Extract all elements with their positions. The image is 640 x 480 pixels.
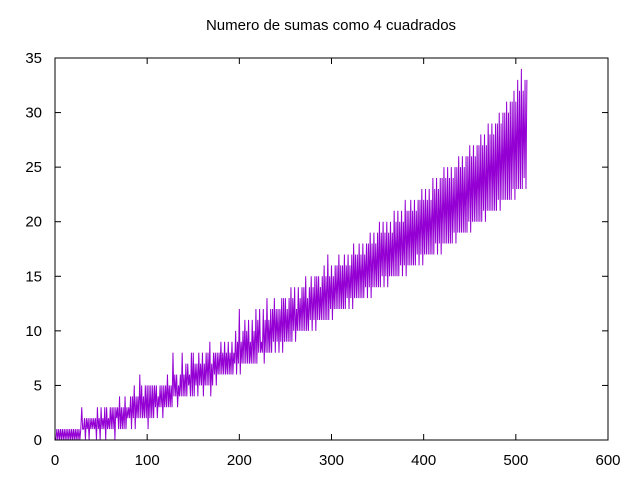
series-line-0 <box>55 68 528 441</box>
x-tick-label: 600 <box>595 452 620 469</box>
ticks-layer: 0 100 200 300 400 500 600 0 5 10 15 20 25 30 35 <box>25 50 620 469</box>
x-tick-label: 100 <box>135 452 160 469</box>
chart-title: Numero de sumas como 4 cuadrados <box>205 17 457 34</box>
y-tick-label: 25 <box>25 159 42 176</box>
y-tick-label: 35 <box>25 50 42 67</box>
y-tick-label: 30 <box>25 105 42 122</box>
x-tick-label: 200 <box>227 452 252 469</box>
y-tick-label: 5 <box>34 377 42 394</box>
x-tick-label: 400 <box>411 452 436 469</box>
x-tick-label: 0 <box>51 452 59 469</box>
y-tick-label: 10 <box>25 323 42 340</box>
y-tick-label: 20 <box>25 214 42 231</box>
x-tick-label: 300 <box>319 452 344 469</box>
y-tick-label: 0 <box>34 432 42 449</box>
y-tick-label: 15 <box>25 268 42 285</box>
x-tick-label: 500 <box>503 452 528 469</box>
series-layer <box>55 68 528 441</box>
